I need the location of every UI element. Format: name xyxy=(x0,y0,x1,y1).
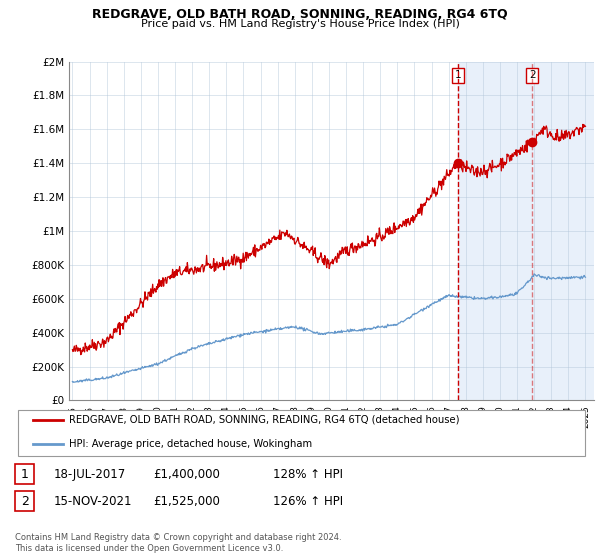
Text: £1,525,000: £1,525,000 xyxy=(153,494,220,508)
Text: 2: 2 xyxy=(20,494,29,508)
Text: Price paid vs. HM Land Registry's House Price Index (HPI): Price paid vs. HM Land Registry's House … xyxy=(140,19,460,29)
Text: 2: 2 xyxy=(529,70,535,80)
Text: REDGRAVE, OLD BATH ROAD, SONNING, READING, RG4 6TQ (detached house): REDGRAVE, OLD BATH ROAD, SONNING, READIN… xyxy=(69,415,460,425)
Text: 126% ↑ HPI: 126% ↑ HPI xyxy=(273,494,343,508)
Text: Contains HM Land Registry data © Crown copyright and database right 2024.
This d: Contains HM Land Registry data © Crown c… xyxy=(15,533,341,553)
Text: 1: 1 xyxy=(20,468,29,481)
Text: 15-NOV-2021: 15-NOV-2021 xyxy=(54,494,133,508)
Text: £1,400,000: £1,400,000 xyxy=(153,468,220,481)
Text: 18-JUL-2017: 18-JUL-2017 xyxy=(54,468,126,481)
Text: HPI: Average price, detached house, Wokingham: HPI: Average price, detached house, Woki… xyxy=(69,439,312,449)
Bar xyxy=(458,62,594,400)
Text: 128% ↑ HPI: 128% ↑ HPI xyxy=(273,468,343,481)
Text: REDGRAVE, OLD BATH ROAD, SONNING, READING, RG4 6TQ: REDGRAVE, OLD BATH ROAD, SONNING, READIN… xyxy=(92,8,508,21)
Text: 1: 1 xyxy=(455,70,461,80)
